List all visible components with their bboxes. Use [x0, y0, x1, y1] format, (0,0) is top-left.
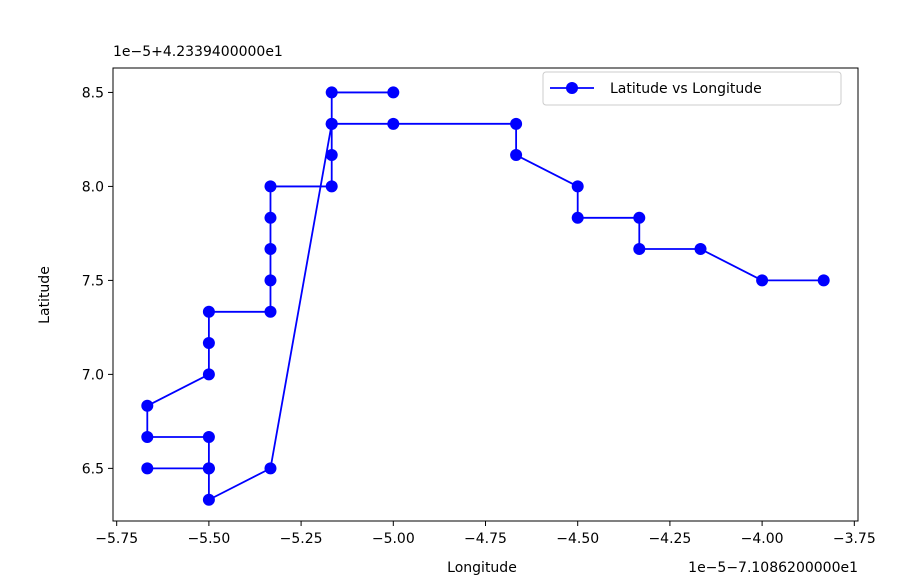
x-offset-text: 1e−5−7.1086200000e1	[688, 560, 858, 576]
x-axis-label: Longitude	[447, 560, 517, 576]
y-axis-label: Latitude	[37, 266, 53, 324]
data-point	[633, 211, 646, 224]
series-layer	[141, 86, 830, 506]
y-offset-text: 1e−5+4.2339400000e1	[113, 44, 283, 60]
y-tick-label: 6.5	[82, 461, 104, 477]
data-point	[141, 399, 154, 412]
data-point	[325, 117, 338, 130]
data-point	[264, 462, 277, 475]
x-tick-label: −5.75	[95, 531, 138, 547]
y-tick-label: 8.0	[82, 179, 104, 195]
data-point	[694, 243, 707, 256]
data-point	[202, 430, 215, 443]
data-point	[264, 305, 277, 318]
data-point	[202, 305, 215, 318]
x-tick-label: −5.00	[372, 531, 415, 547]
legend-box	[542, 71, 842, 106]
data-point	[202, 336, 215, 349]
data-point	[571, 211, 584, 224]
x-tick-label: −3.75	[833, 531, 876, 547]
data-point	[387, 117, 400, 130]
data-point	[264, 211, 277, 224]
y-tick-label: 8.5	[82, 85, 104, 101]
data-point	[756, 274, 769, 287]
legend-marker-swatch	[566, 82, 578, 94]
y-tick-label: 7.5	[82, 273, 104, 289]
y-axis-ticks: 6.5 7.0 7.5 8.0 8.5	[82, 85, 113, 477]
data-point	[325, 180, 338, 193]
data-point	[325, 149, 338, 162]
data-point	[387, 86, 400, 99]
data-point	[633, 243, 646, 256]
data-point	[141, 462, 154, 475]
data-point	[817, 274, 830, 287]
data-point	[202, 368, 215, 381]
x-tick-label: −5.25	[280, 531, 323, 547]
x-tick-label: −4.75	[464, 531, 507, 547]
data-point	[510, 149, 523, 162]
data-point	[325, 86, 338, 99]
data-point	[571, 180, 584, 193]
legend-entry-label: Latitude vs Longitude	[610, 81, 762, 97]
data-point	[202, 493, 215, 506]
y-tick-label: 7.0	[82, 367, 104, 383]
x-tick-label: −4.00	[741, 531, 784, 547]
x-tick-label: −4.25	[648, 531, 691, 547]
data-point	[141, 430, 154, 443]
data-point	[264, 243, 277, 256]
data-point	[202, 462, 215, 475]
x-tick-label: −4.50	[556, 531, 599, 547]
x-axis-ticks: −5.75 −5.50 −5.25 −5.00 −4.75 −4.50 −4.25 −4.00…	[95, 521, 876, 547]
legend: Latitude vs Longitude	[542, 71, 842, 106]
data-point	[264, 274, 277, 287]
data-point	[264, 180, 277, 193]
data-point	[510, 117, 523, 130]
x-tick-label: −5.50	[187, 531, 230, 547]
